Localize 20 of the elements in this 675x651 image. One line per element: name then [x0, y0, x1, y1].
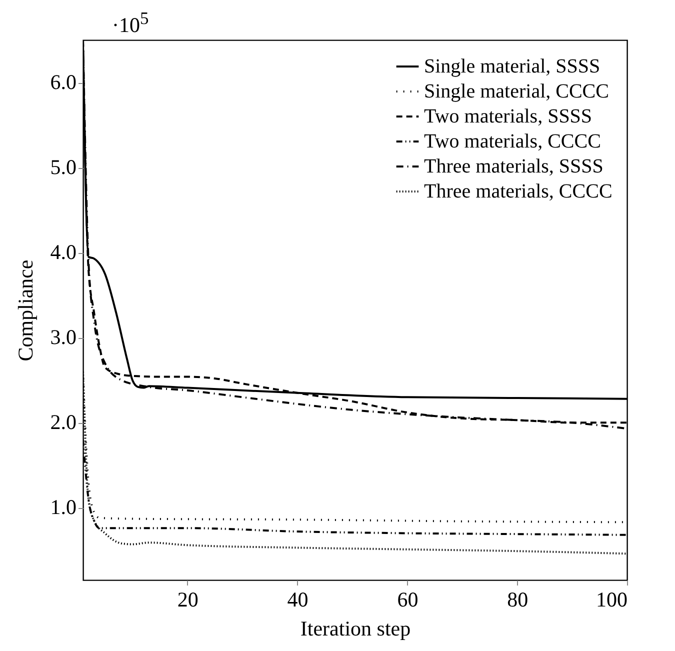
y-tick-label: 6.0 — [50, 70, 76, 94]
x-tick-label: 20 — [177, 588, 198, 612]
legend-label: Single material, CCCC — [424, 80, 609, 102]
x-axis-title: Iteration step — [300, 616, 411, 640]
x-tick-label: 80 — [507, 588, 528, 612]
y-tick-label: 3.0 — [50, 325, 76, 350]
legend-label: Two materials, CCCC — [424, 130, 601, 152]
legend-label: Three materials, SSSS — [424, 156, 604, 178]
x-tick-label: 60 — [397, 588, 418, 612]
legend-label: Three materials, CCCC — [424, 180, 612, 202]
y-tick-label: 5.0 — [50, 155, 76, 180]
legend-label: Two materials, SSSS — [424, 106, 592, 128]
y-axis-title: Compliance — [13, 260, 38, 362]
y-tick-label: 4.0 — [50, 240, 76, 264]
legend-label: Single material, SSSS — [424, 56, 600, 78]
x-tick-label: 40 — [287, 588, 308, 612]
y-tick-label: 2.0 — [50, 410, 76, 434]
text: ·10$^{5}$ — [112, 8, 149, 38]
y-tick-label: 1.0 — [50, 495, 76, 520]
x-tick-label: 100 — [596, 588, 628, 612]
